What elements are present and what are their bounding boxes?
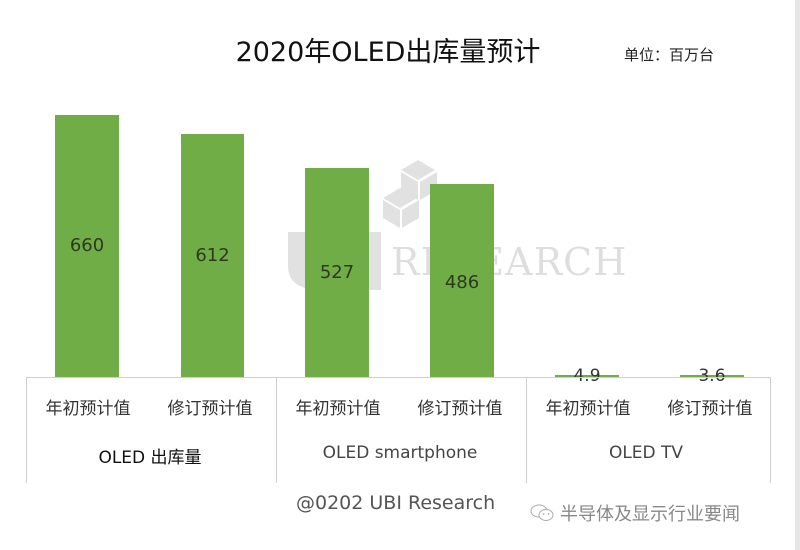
bar-oled-smartphone-revised[interactable]: 486 <box>430 184 494 377</box>
x-tick-label: 年初预计值 <box>45 399 131 419</box>
group-label-oled-smartphone: OLED smartphone <box>322 443 478 463</box>
bar-value-label: 3.6 <box>698 366 726 386</box>
x-tick-label: 年初预计值 <box>295 399 381 419</box>
bar-value-label: 486 <box>444 272 480 293</box>
unit-label: 单位：百万台 <box>624 46 715 64</box>
bar-oled-smartphone-initial[interactable]: 527 <box>305 168 369 377</box>
axis-separator <box>276 377 277 483</box>
bar-oled-tv-revised[interactable] <box>680 375 744 377</box>
x-axis-line <box>26 377 770 378</box>
chart-title: 2020年OLED出库量预计 <box>0 30 800 69</box>
bar-value-label: 527 <box>319 262 355 283</box>
wechat-icon <box>530 504 554 521</box>
chart-title-text: 2020年OLED出库量预计 <box>235 37 541 68</box>
source-credit: @0202 UBI Research <box>296 492 496 514</box>
x-tick-label: 年初预计值 <box>545 399 631 419</box>
watermark-text: RESEARCH <box>391 240 628 284</box>
bar-value-label: 4.9 <box>573 366 601 386</box>
group-label-oled-tv: OLED TV <box>608 443 684 463</box>
bar-oled-tv-initial[interactable] <box>555 375 619 377</box>
axis-separator <box>526 377 527 483</box>
axis-separator <box>770 377 771 483</box>
wechat-account: 半导体及显示行业要闻 <box>530 500 740 526</box>
bar-oled-total-initial[interactable]: 660 <box>55 115 119 377</box>
frame-border <box>795 0 800 550</box>
x-tick-label: 修订预计值 <box>667 399 753 419</box>
x-tick-label: 修订预计值 <box>417 399 503 419</box>
axis-separator <box>26 377 27 483</box>
wechat-account-name: 半导体及显示行业要闻 <box>560 504 740 525</box>
group-label-oled-total: OLED 出库量 <box>98 448 202 468</box>
bar-value-label: 660 <box>69 235 105 256</box>
bar-value-label: 612 <box>195 245 230 266</box>
bar-oled-total-revised[interactable]: 612 <box>181 134 244 377</box>
x-tick-label: 修订预计值 <box>167 399 253 419</box>
